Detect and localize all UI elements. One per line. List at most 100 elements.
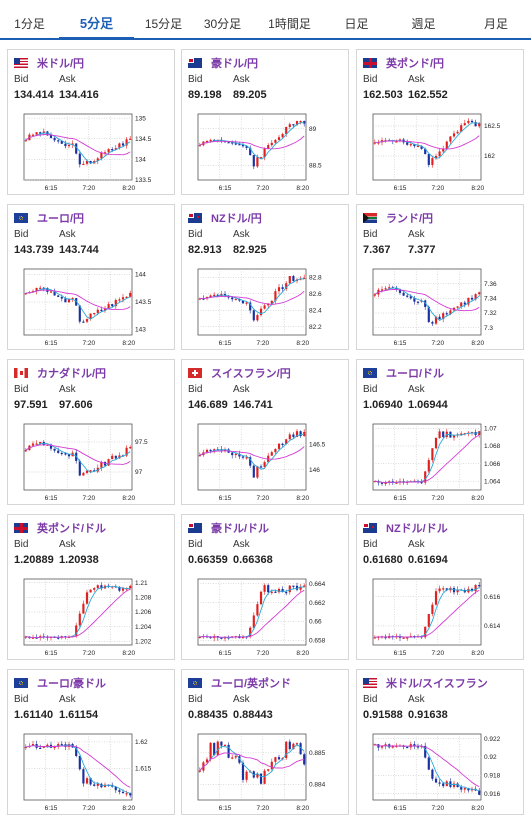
tab-2[interactable]: 5分足 <box>59 0 134 40</box>
candle-body <box>456 589 459 593</box>
currency-pair-name[interactable]: ユーロ/ドル <box>386 368 445 380</box>
card-header[interactable]: 英ポンド/ドル <box>14 520 106 536</box>
rate-card[interactable]: 米ドル/円 Bid Ask 134.414 134.416 135 134.5 134 133.… <box>7 49 175 195</box>
tab-1[interactable]: 1分足 <box>14 17 45 31</box>
candle-body <box>31 744 35 746</box>
currency-pair-name[interactable]: NZドル/ドル <box>386 523 448 535</box>
mini-candlestick-chart[interactable]: 162.5 162 6:15 7:20 8:20 <box>363 110 519 192</box>
mini-candlestick-chart[interactable]: 97.5 97 6:15 7:20 8:20 <box>14 420 170 502</box>
tab-8[interactable]: 月足 <box>483 17 508 31</box>
y-tick-label: 0.922 <box>484 736 501 743</box>
ma-long-line <box>374 590 480 638</box>
card-header[interactable]: 米ドル/スイスフラン <box>363 675 488 691</box>
mini-candlestick-chart[interactable]: 1.62 1.615 6:15 7:20 8:20 <box>14 730 170 812</box>
plot-frame <box>23 113 133 181</box>
x-tick-label: 8:20 <box>471 185 484 192</box>
tab-5[interactable]: 1時間足 <box>268 17 311 31</box>
candle-body <box>245 457 248 459</box>
rate-card[interactable]: 豪ドル/ドル Bid Ask 0.66359 0.66368 0.664 0.662 0.66… <box>181 514 349 660</box>
rate-card[interactable]: 英ポンド/ドル Bid Ask 1.20889 1.20938 1.21 1.208 1.20… <box>7 514 175 660</box>
rate-card[interactable]: 豪ドル/円 Bid Ask 89.198 89.205 89 88.5 6:15 7:20 8:2… <box>181 49 349 195</box>
currency-pair-name[interactable]: NZドル/円 <box>211 213 262 225</box>
mini-candlestick-chart[interactable]: 144 143.5 143 6:15 7:20 8:20 <box>14 265 170 347</box>
card-header[interactable]: ランド/円 <box>363 210 433 226</box>
candle-body <box>303 121 306 124</box>
candle-body <box>78 756 81 770</box>
rate-card[interactable]: ユーロ/豪ドル Bid Ask 1.61140 1.61154 1.62 1.615 6:15… <box>7 669 175 815</box>
candle-body <box>420 145 423 149</box>
plot-frame <box>23 423 133 491</box>
rate-card[interactable]: カナダドル/円 Bid Ask 97.591 97.606 97.5 97 6:15 7:20 8… <box>7 359 175 505</box>
currency-pair-name[interactable]: ユーロ/豪ドル <box>37 678 107 690</box>
mini-candlestick-chart[interactable]: 135 134.5 134 133.5 6:15 7:20 8:20 <box>14 110 170 192</box>
candle-body <box>434 155 438 159</box>
card-header[interactable]: NZドル/円 <box>188 210 262 226</box>
rate-card[interactable]: NZドル/円 Bid Ask 82.913 82.925 82.8 82.6 82.4 82.2… <box>181 204 349 350</box>
candle-body <box>406 637 409 639</box>
rate-card[interactable]: 英ポンド/円 Bid Ask 162.503 162.552 162.5 162 6:15 7:… <box>356 49 524 195</box>
rate-card[interactable]: ランド/円 Bid Ask 7.367 7.377 7.36 7.34 7.32 7.3 6:15… <box>356 204 524 350</box>
au-us-flag-icon <box>188 523 202 533</box>
x-tick-label: 7:20 <box>82 650 95 657</box>
card-header[interactable]: ユーロ/豪ドル <box>14 675 106 691</box>
currency-pair-name[interactable]: ランド/円 <box>386 213 434 225</box>
rate-card[interactable]: ユーロ/ドル Bid Ask 1.06940 1.06944 1.07 1.068 1.066… <box>356 359 524 505</box>
candle-body <box>238 298 241 301</box>
price-chart-svg: 89 88.5 6:15 7:20 8:20 <box>197 113 322 192</box>
rate-card[interactable]: 米ドル/スイスフラン Bid Ask 0.91588 0.91638 0.922 0.92 0… <box>356 669 524 815</box>
rate-card[interactable]: スイスフラン/円 Bid Ask 146.689 146.741 146.5 146 6:15… <box>181 359 349 505</box>
mini-candlestick-chart[interactable]: 146.5 146 6:15 7:20 8:20 <box>188 420 344 502</box>
mini-candlestick-chart[interactable]: 0.616 0.614 6:15 7:20 8:20 <box>363 575 519 657</box>
rate-card[interactable]: ユーロ/英ポンド Bid Ask 0.88435 0.88443 0.885 0.884 6:… <box>181 669 349 815</box>
mini-candlestick-chart[interactable]: 89 88.5 6:15 7:20 8:20 <box>188 110 344 192</box>
currency-pair-name[interactable]: 英ポンド/ドル <box>37 523 107 535</box>
candle-body <box>373 142 376 144</box>
currency-pair-name[interactable]: 米ドル/円 <box>37 58 85 70</box>
mini-candlestick-chart[interactable]: 82.8 82.6 82.4 82.2 6:15 7:20 8:20 <box>188 265 344 347</box>
candle-body <box>53 291 56 296</box>
candle-body <box>198 145 201 147</box>
candle-body <box>238 144 241 146</box>
rate-card[interactable]: ユーロ/円 Bid Ask 143.739 143.744 144 143.5 143 6:15… <box>7 204 175 350</box>
candle-body <box>231 452 234 456</box>
card-header[interactable]: ユーロ/英ポンド <box>188 675 291 691</box>
currency-pair-name[interactable]: 豪ドル/ドル <box>211 523 270 535</box>
currency-pair-name[interactable]: ユーロ/円 <box>37 213 85 225</box>
candle-body <box>380 289 384 291</box>
card-header[interactable]: スイスフラン/円 <box>188 365 291 381</box>
mini-candlestick-chart[interactable]: 0.922 0.92 0.918 0.916 6:15 7:20 8:20 <box>363 730 519 812</box>
card-header[interactable]: ユーロ/ドル <box>363 365 444 381</box>
mini-candlestick-chart[interactable]: 7.36 7.34 7.32 7.3 6:15 7:20 8:20 <box>363 265 519 347</box>
tab-4[interactable]: 30分足 <box>203 17 242 31</box>
card-header[interactable]: 豪ドル/ドル <box>188 520 269 536</box>
mini-candlestick-chart[interactable]: 0.885 0.884 6:15 7:20 8:20 <box>188 730 344 812</box>
card-header[interactable]: カナダドル/円 <box>14 365 106 381</box>
card-header[interactable]: ユーロ/円 <box>14 210 84 226</box>
tab-6[interactable]: 日足 <box>344 17 369 31</box>
card-header[interactable]: 英ポンド/円 <box>363 55 444 71</box>
currency-pair-name[interactable]: 英ポンド/円 <box>386 58 445 70</box>
tab-3[interactable]: 15分足 <box>144 17 183 31</box>
rate-card[interactable]: NZドル/ドル Bid Ask 0.61680 0.61694 0.616 0.614 6:1… <box>356 514 524 660</box>
currency-pair-name[interactable]: ユーロ/英ポンド <box>211 678 292 690</box>
candle-body <box>373 744 376 746</box>
currency-pair-name[interactable]: カナダドル/円 <box>37 368 107 380</box>
card-header[interactable]: 米ドル/円 <box>14 55 84 71</box>
candle-body <box>57 295 60 297</box>
mini-candlestick-chart[interactable]: 1.21 1.208 1.206 1.204 1.202 6:15 7:20 8:20 <box>14 575 170 657</box>
mini-candlestick-chart[interactable]: 0.664 0.662 0.66 0.658 6:15 7:20 8:20 <box>188 575 344 657</box>
tab-7[interactable]: 週足 <box>411 17 436 31</box>
ma-long-line <box>199 752 305 771</box>
bid-value: 89.198 <box>188 89 222 101</box>
x-tick-label: 6:15 <box>219 495 232 502</box>
currency-pair-name[interactable]: 豪ドル/円 <box>211 58 259 70</box>
card-header[interactable]: 豪ドル/円 <box>188 55 258 71</box>
x-tick-label: 7:20 <box>82 340 95 347</box>
candle-body <box>442 313 445 320</box>
ask-label: Ask <box>233 694 250 705</box>
currency-pair-name[interactable]: 米ドル/スイスフラン <box>386 678 488 690</box>
card-header[interactable]: NZドル/ドル <box>363 520 448 536</box>
currency-pair-name[interactable]: スイスフラン/円 <box>211 368 291 380</box>
candle-body <box>213 742 216 756</box>
mini-candlestick-chart[interactable]: 1.07 1.068 1.066 1.064 6:15 7:20 8:20 <box>363 420 519 502</box>
